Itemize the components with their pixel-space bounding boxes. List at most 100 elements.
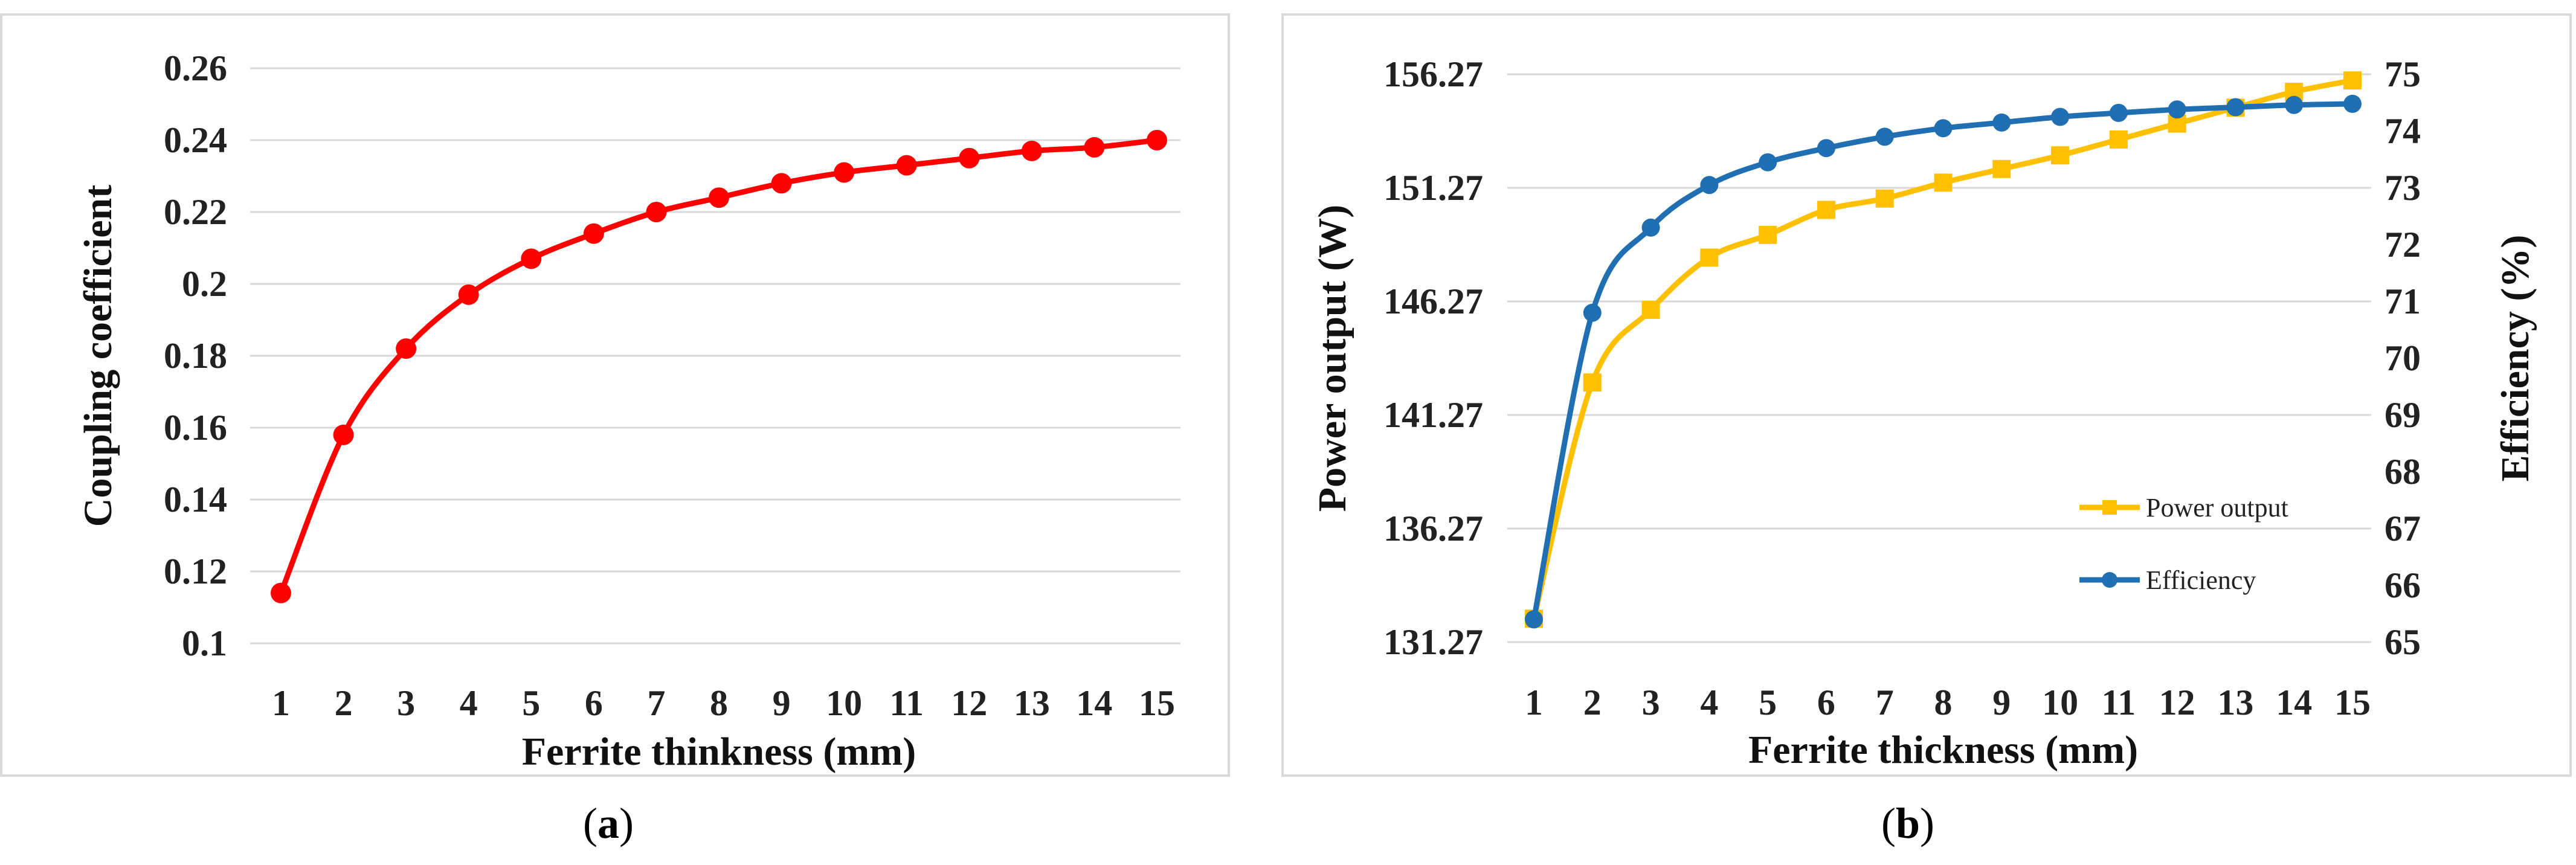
series-line-data [278, 137, 1158, 594]
legend-marker-power-output [2102, 500, 2117, 515]
x-tick-label: 13 [1014, 683, 1050, 723]
data-point-data [646, 202, 667, 222]
data-point-power-output [1875, 189, 1894, 208]
x-tick-label: 14 [1076, 683, 1112, 723]
coupling-coefficient-chart: 0.10.120.140.160.180.20.220.240.261 2 3 4 5 6… [76, 48, 1180, 774]
legend-label-efficiency: Efficiency [2146, 565, 2256, 595]
data-point-data [1147, 130, 1167, 150]
y2-tick-label: 72 [2384, 225, 2421, 265]
y-tick-label: 156.27 [1383, 54, 1483, 94]
x-tick-label: 4 [460, 683, 478, 723]
x-tick-label: 9 [1992, 683, 2011, 722]
data-point-efficiency [1700, 176, 1719, 195]
x-axis-title: Ferrite thinkness (mm) [522, 730, 916, 774]
data-point-data [396, 338, 417, 359]
x-tick-label: 10 [826, 683, 862, 723]
y-tick-label: 141.27 [1383, 395, 1483, 435]
x-tick-label: 3 [1642, 683, 1660, 722]
data-point-efficiency [1992, 113, 2011, 132]
data-point-data [458, 284, 479, 305]
y-tick-label: 0.1 [182, 623, 227, 663]
data-point-power-output [2109, 130, 2128, 149]
data-point-data [271, 582, 291, 603]
y-tick-label: 0.26 [164, 48, 227, 88]
x-axis-title: Ferrite thickness (mm) [1748, 728, 2138, 772]
x-tick-label: 3 [397, 683, 415, 723]
x-tick-label: 13 [2217, 683, 2253, 722]
x-tick-label: 15 [1139, 683, 1175, 723]
data-point-power-output [1992, 159, 2011, 178]
data-point-data [959, 147, 980, 169]
y-tick-label: 131.27 [1383, 622, 1483, 662]
data-point-efficiency [1817, 139, 1835, 158]
data-point-efficiency [2285, 95, 2304, 114]
y2-axis-title: Efficiency (%) [2493, 235, 2537, 482]
y2-tick-label: 66 [2384, 565, 2421, 605]
x-tick-label: 8 [1934, 683, 1953, 722]
data-point-data [583, 223, 604, 244]
y-tick-label: 0.14 [164, 480, 227, 519]
y2-tick-label: 69 [2384, 395, 2421, 435]
y-tick-label: 151.27 [1383, 168, 1483, 208]
data-point-efficiency [1525, 610, 1543, 629]
x-tick-label: 12 [2159, 683, 2195, 722]
y-tick-label: 0.12 [164, 551, 227, 591]
x-tick-label: 10 [2042, 683, 2078, 722]
y-axis-title: Power output (W) [1310, 205, 1354, 512]
data-point-efficiency [1934, 119, 1953, 138]
y-tick-label: 0.16 [164, 408, 227, 448]
y-tick-label: 0.22 [164, 192, 227, 232]
x-tick-label: 2 [1583, 683, 1602, 722]
y-axis-title: Coupling coefficient [76, 185, 120, 527]
x-tick-label: 1 [272, 683, 290, 723]
data-point-efficiency [1759, 153, 1777, 172]
chart-panel-a: 0.1 0.12 0.14 0.16 0.18 0.2 0.22 0.24 0.26 1 2 3 4 5 6… [0, 13, 1230, 777]
y2-tick-label: 73 [2384, 168, 2421, 208]
x-tick-label: 15 [2334, 683, 2371, 722]
data-point-data [834, 162, 855, 183]
x-tick-label: 6 [585, 683, 603, 723]
x-tick-label: 12 [951, 683, 987, 723]
data-point-power-output [1759, 225, 1777, 244]
data-point-efficiency [2109, 103, 2128, 122]
y2-tick-label: 74 [2384, 111, 2421, 151]
y2-tick-label: 71 [2384, 281, 2421, 321]
data-point-power-output [1641, 300, 1660, 319]
y2-tick-label: 70 [2384, 338, 2421, 378]
data-point-data [1084, 137, 1105, 158]
y2-tick-label: 65 [2384, 622, 2421, 662]
x-tick-label: 11 [2102, 683, 2136, 722]
data-point-power-output [1934, 173, 1953, 192]
x-tick-label: 6 [1817, 683, 1835, 722]
data-point-efficiency [1641, 218, 1660, 237]
data-point-efficiency [1875, 127, 1894, 146]
data-point-data [896, 155, 917, 176]
x-tick-label: 5 [522, 683, 540, 723]
data-point-data [709, 187, 729, 208]
data-point-data [771, 173, 792, 194]
x-tick-label: 4 [1700, 683, 1718, 722]
y-tick-label: 146.27 [1383, 281, 1483, 321]
caption-b: (b) [1881, 799, 1935, 847]
data-point-power-output [1700, 248, 1719, 267]
x-tick-label: 9 [773, 683, 791, 723]
x-tick-label: 11 [889, 683, 924, 723]
x-tick-label: 5 [1759, 683, 1777, 722]
x-tick-label: 7 [1876, 683, 1894, 722]
y2-tick-label: 68 [2384, 452, 2421, 492]
data-point-power-output [1583, 373, 1602, 392]
data-point-data [521, 248, 542, 269]
y-tick-label: 0.18 [164, 336, 227, 376]
x-tick-label: 7 [647, 683, 665, 723]
data-point-efficiency [1583, 303, 1602, 322]
legend-label-power-output: Power output [2146, 493, 2288, 523]
x-tick-label: 14 [2276, 683, 2312, 722]
caption-a: (a) [583, 799, 634, 847]
x-tick-label: 8 [710, 683, 728, 723]
data-point-power-output [2051, 146, 2070, 165]
data-point-efficiency [2168, 100, 2186, 119]
data-point-efficiency [2051, 108, 2070, 126]
data-point-power-output [1817, 201, 1835, 219]
series-line-power-output [1531, 77, 2353, 620]
data-point-efficiency [2343, 94, 2362, 113]
